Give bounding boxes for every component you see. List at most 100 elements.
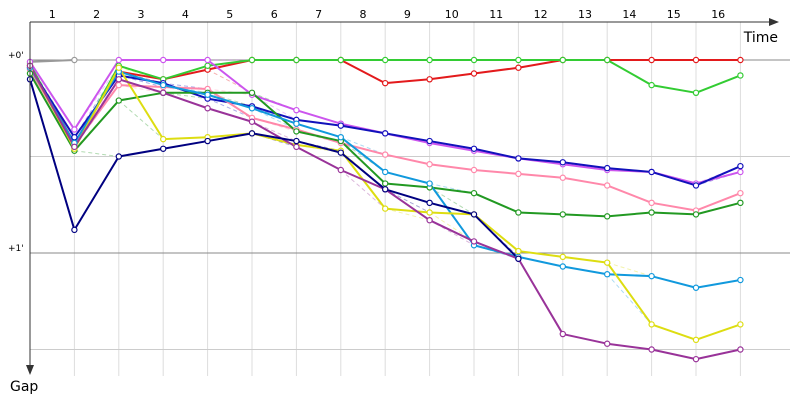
data-point [159,135,167,143]
data-point [382,130,389,137]
data-point [470,189,478,197]
vertical-grid [73,22,741,376]
data-point [426,76,433,83]
data-point [382,186,389,193]
data-point [382,180,389,187]
data-point [559,263,567,270]
data-point [426,137,433,145]
data-point [737,199,744,207]
y-axis-arrow-icon [26,365,34,375]
x-tick-label: 8 [360,8,367,21]
data-point [293,56,300,64]
data-point [692,182,700,189]
data-point [515,64,522,71]
data-point [248,56,256,64]
data-point [115,76,123,83]
data-point [71,56,78,64]
data-point [115,64,123,71]
series-line [29,59,75,63]
data-point [737,72,744,79]
x-tick-label: 14 [622,8,636,21]
data-point [337,122,344,129]
data-point [470,211,478,218]
data-point [515,255,522,262]
data-point [648,81,655,89]
data-point [559,174,567,181]
data-point [382,168,389,176]
data-point [648,346,655,353]
horizontal-grid [30,59,790,350]
data-point [604,259,611,266]
data-point [470,238,478,245]
data-point [204,62,211,69]
data-point [648,209,655,216]
data-point [559,211,567,218]
data-point [515,247,522,255]
data-point [737,346,744,353]
data-point [470,166,478,174]
data-point [159,145,167,152]
x-axis-label: Time [743,30,778,46]
data-point [293,120,300,127]
data-point [204,137,211,145]
data-point [382,79,389,87]
data-point [648,321,655,328]
data-point [293,143,300,151]
data-point [426,209,433,216]
x-tick-label: 10 [445,8,459,21]
data-point [737,168,744,176]
x-tick-label: 15 [667,8,681,21]
data-point [604,213,611,220]
position-connector [385,208,430,221]
data-point [159,81,167,89]
y-axis-label: Gap [10,379,38,395]
data-point [692,89,700,97]
data-point [159,56,167,64]
position-connector [340,136,386,156]
data-point [204,105,211,112]
data-point [737,162,744,170]
position-connector [429,186,475,215]
data-point [470,145,478,152]
data-point [426,161,433,168]
data-point [515,155,522,162]
data-point [604,164,611,172]
data-point [426,56,433,64]
data-point [248,130,256,137]
data-point [426,216,433,224]
data-point [559,159,567,166]
data-point [559,253,567,261]
position-connector [118,100,164,140]
x-tick-label: 16 [711,8,725,21]
data-point [604,56,611,64]
series-line [29,79,520,260]
data-point [692,284,700,291]
position-connector [74,150,119,157]
x-tick-label: 6 [271,8,278,21]
position-connector [606,273,652,325]
data-point [115,56,123,64]
data-point [737,321,744,328]
data-point [293,137,300,145]
data-point [159,89,167,97]
data-point [426,199,433,207]
data-point [248,118,256,125]
y-tick-label: +0' [8,51,24,61]
x-tick-label: 5 [226,8,233,21]
x-tick-label: 1 [49,8,56,21]
position-connector [73,65,120,130]
data-point [604,340,611,347]
data-point [115,81,123,89]
data-point [71,126,78,133]
data-point [470,56,478,64]
data-point [248,105,256,112]
x-tick-labels: 1 2 3 4 5 6 7 8 9 10 11 12 13 14 15 16 [49,8,726,21]
data-point [293,128,300,135]
x-tick-label: 3 [138,8,145,21]
data-point [515,209,522,216]
data-point [337,56,344,64]
data-point [337,166,344,174]
data-point [692,211,700,218]
data-point [648,272,655,280]
data-point [737,189,744,197]
